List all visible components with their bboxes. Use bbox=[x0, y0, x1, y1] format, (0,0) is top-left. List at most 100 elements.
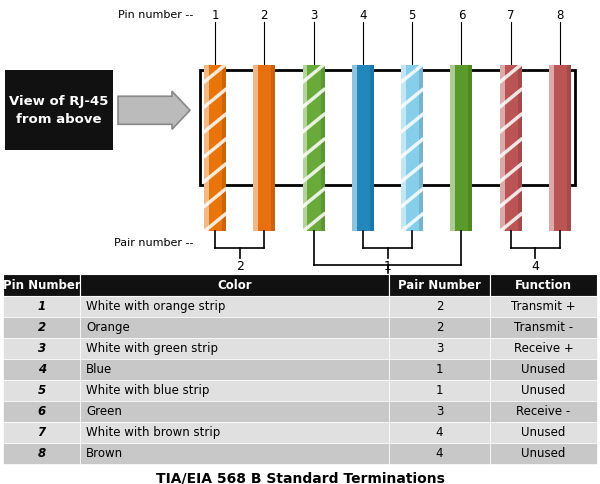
Bar bbox=[389, 296, 490, 317]
Text: 6: 6 bbox=[458, 9, 465, 22]
Bar bbox=[271, 65, 275, 230]
Bar bbox=[389, 274, 490, 296]
Text: Function: Function bbox=[515, 278, 572, 291]
Text: Unused: Unused bbox=[521, 363, 566, 376]
Text: White with blue strip: White with blue strip bbox=[86, 384, 209, 397]
Bar bbox=[401, 65, 423, 230]
Bar bbox=[490, 338, 597, 359]
Text: Green: Green bbox=[86, 405, 122, 418]
Bar bbox=[490, 296, 597, 317]
Bar bbox=[200, 70, 575, 185]
Bar bbox=[253, 65, 275, 230]
Text: Brown: Brown bbox=[86, 447, 124, 460]
Bar bbox=[80, 274, 389, 296]
Text: 5: 5 bbox=[38, 384, 46, 397]
Text: Transmit +: Transmit + bbox=[511, 300, 576, 313]
Bar bbox=[389, 317, 490, 338]
Text: Unused: Unused bbox=[521, 447, 566, 460]
Text: 1: 1 bbox=[383, 259, 391, 272]
Text: Pin number --: Pin number -- bbox=[118, 10, 193, 20]
Text: 3: 3 bbox=[38, 342, 46, 355]
Bar bbox=[451, 65, 455, 230]
Bar bbox=[204, 65, 209, 230]
Bar bbox=[490, 443, 597, 464]
Text: 3: 3 bbox=[436, 405, 443, 418]
Text: Orange: Orange bbox=[86, 321, 130, 334]
Bar bbox=[3, 317, 80, 338]
Bar bbox=[222, 65, 226, 230]
Text: 4: 4 bbox=[38, 363, 46, 376]
Bar bbox=[419, 65, 423, 230]
Text: 4: 4 bbox=[436, 426, 443, 439]
Text: Color: Color bbox=[217, 278, 252, 291]
Bar bbox=[490, 380, 597, 401]
Text: 7: 7 bbox=[38, 426, 46, 439]
Bar bbox=[80, 296, 389, 317]
Text: 8: 8 bbox=[556, 9, 563, 22]
Text: 7: 7 bbox=[507, 9, 514, 22]
Text: 6: 6 bbox=[38, 405, 46, 418]
Bar bbox=[370, 65, 374, 230]
Bar bbox=[80, 443, 389, 464]
FancyArrow shape bbox=[118, 91, 190, 129]
Text: 1: 1 bbox=[211, 9, 219, 22]
Text: 3: 3 bbox=[436, 342, 443, 355]
Text: 4: 4 bbox=[359, 9, 367, 22]
Text: 5: 5 bbox=[409, 9, 416, 22]
Bar bbox=[320, 65, 325, 230]
Text: 2: 2 bbox=[38, 321, 46, 334]
Bar bbox=[389, 401, 490, 422]
Bar bbox=[490, 422, 597, 443]
Bar bbox=[302, 65, 325, 230]
Text: Receive +: Receive + bbox=[514, 342, 574, 355]
Bar bbox=[80, 359, 389, 380]
Bar bbox=[500, 65, 522, 230]
Bar bbox=[3, 401, 80, 422]
Text: Receive -: Receive - bbox=[517, 405, 571, 418]
Bar bbox=[80, 422, 389, 443]
Text: 8: 8 bbox=[38, 447, 46, 460]
Bar bbox=[5, 70, 113, 151]
Bar bbox=[80, 338, 389, 359]
Bar bbox=[389, 380, 490, 401]
Bar bbox=[3, 338, 80, 359]
Bar bbox=[3, 443, 80, 464]
Bar bbox=[389, 359, 490, 380]
Bar bbox=[204, 65, 226, 230]
Text: White with orange strip: White with orange strip bbox=[86, 300, 226, 313]
Bar bbox=[518, 65, 522, 230]
Text: Unused: Unused bbox=[521, 426, 566, 439]
Text: 2: 2 bbox=[436, 321, 443, 334]
Bar bbox=[253, 65, 258, 230]
Bar bbox=[469, 65, 472, 230]
Text: 1: 1 bbox=[38, 300, 46, 313]
Bar bbox=[3, 380, 80, 401]
Text: Blue: Blue bbox=[86, 363, 112, 376]
Text: 2: 2 bbox=[260, 9, 268, 22]
Bar bbox=[302, 65, 307, 230]
Bar bbox=[80, 317, 389, 338]
Bar bbox=[3, 274, 80, 296]
Bar bbox=[80, 401, 389, 422]
Text: Unused: Unused bbox=[521, 384, 566, 397]
Text: White with brown strip: White with brown strip bbox=[86, 426, 220, 439]
Text: Transmit -: Transmit - bbox=[514, 321, 573, 334]
Bar bbox=[352, 65, 356, 230]
Text: 1: 1 bbox=[436, 363, 443, 376]
Text: Pair Number: Pair Number bbox=[398, 278, 481, 291]
Bar bbox=[500, 65, 505, 230]
Text: 4: 4 bbox=[532, 259, 539, 272]
Text: 2: 2 bbox=[436, 300, 443, 313]
Bar bbox=[3, 359, 80, 380]
Bar bbox=[549, 65, 571, 230]
Bar bbox=[3, 422, 80, 443]
Bar bbox=[3, 296, 80, 317]
Bar bbox=[490, 401, 597, 422]
Bar bbox=[490, 359, 597, 380]
Text: View of RJ-45
from above: View of RJ-45 from above bbox=[10, 95, 109, 126]
Text: 3: 3 bbox=[310, 9, 317, 22]
Bar bbox=[490, 274, 597, 296]
Text: Pin Number: Pin Number bbox=[3, 278, 80, 291]
Text: 2: 2 bbox=[236, 259, 244, 272]
Bar bbox=[567, 65, 571, 230]
